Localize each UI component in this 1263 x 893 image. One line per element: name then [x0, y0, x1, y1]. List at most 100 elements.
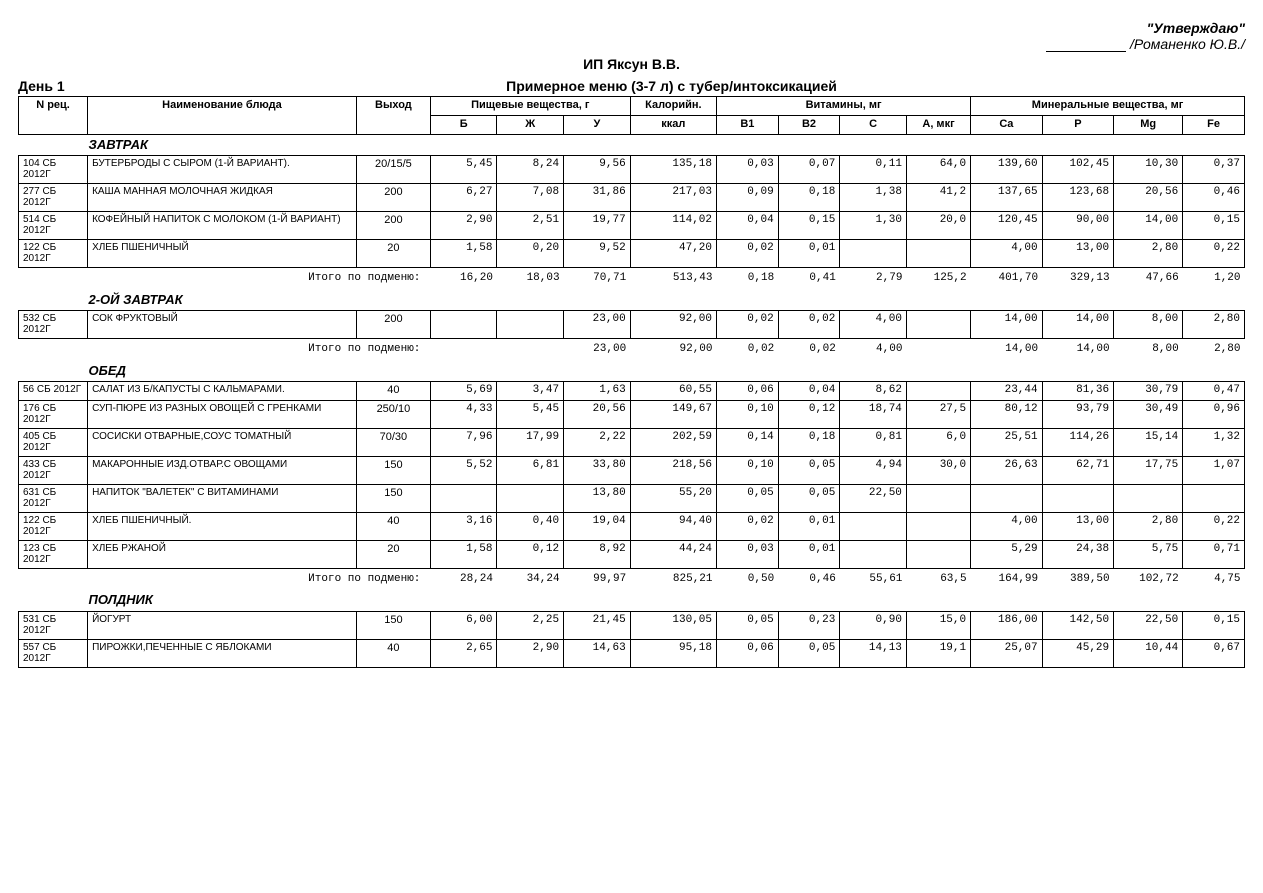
section-row: ОБЕД	[19, 361, 1245, 382]
th-c: С	[840, 115, 907, 134]
cell-b: 6,00	[430, 611, 497, 639]
subtotal-b1: 0,02	[717, 338, 779, 360]
cell-a	[906, 381, 970, 400]
cell-c: 14,13	[840, 639, 907, 667]
cell-a: 64,0	[906, 155, 970, 183]
cell-zh: 7,08	[497, 183, 564, 211]
subtotal-label: Итого по подменю:	[19, 338, 431, 360]
subtotal-ca: 164,99	[971, 568, 1043, 590]
cell-c	[840, 239, 907, 267]
menu-title: Примерное меню (3-7 л) с тубер/интоксика…	[98, 78, 1245, 94]
cell-b2: 0,18	[778, 428, 840, 456]
cell-b: 2,65	[430, 639, 497, 667]
cell-b: 5,69	[430, 381, 497, 400]
cell-ca: 120,45	[971, 211, 1043, 239]
subtotal-label: Итого по подменю:	[19, 568, 431, 590]
subtotal-label: Итого по подменю:	[19, 267, 431, 289]
cell-kcal: 114,02	[630, 211, 716, 239]
cell-b: 2,90	[430, 211, 497, 239]
table-row: 277 СБ 2012ГКАША МАННАЯ МОЛОЧНАЯ ЖИДКАЯ2…	[19, 183, 1245, 211]
cell-rec: 56 СБ 2012Г	[19, 381, 88, 400]
cell-b1: 0,02	[717, 239, 779, 267]
th-vitamins: Витамины, мг	[717, 97, 971, 116]
th-b2: В2	[778, 115, 840, 134]
cell-rec: 122 СБ 2012Г	[19, 512, 88, 540]
cell-a	[906, 239, 970, 267]
cell-ca: 137,65	[971, 183, 1043, 211]
cell-fe: 0,47	[1183, 381, 1245, 400]
cell-p: 93,79	[1042, 400, 1114, 428]
cell-b2: 0,02	[778, 310, 840, 338]
cell-c: 0,11	[840, 155, 907, 183]
cell-b: 6,27	[430, 183, 497, 211]
cell-a: 15,0	[906, 611, 970, 639]
cell-b1: 0,10	[717, 400, 779, 428]
cell-out: 40	[356, 381, 430, 400]
cell-mg: 17,75	[1114, 456, 1183, 484]
org-title: ИП Яксун В.В.	[18, 56, 1245, 72]
th-minerals: Минеральные вещества, мг	[971, 97, 1245, 116]
subtotal-fe: 1,20	[1183, 267, 1245, 289]
cell-dish: КОФЕЙНЫЙ НАПИТОК С МОЛОКОМ (1-Й ВАРИАНТ)	[88, 211, 357, 239]
cell-ca: 4,00	[971, 512, 1043, 540]
subtotal-row: Итого по подменю:16,2018,0370,71513,430,…	[19, 267, 1245, 289]
cell-out: 200	[356, 183, 430, 211]
approval-quote: "Утверждаю"	[1147, 20, 1245, 36]
cell-ca: 25,07	[971, 639, 1043, 667]
cell-b1: 0,05	[717, 611, 779, 639]
cell-b2: 0,05	[778, 484, 840, 512]
cell-c: 8,62	[840, 381, 907, 400]
subtotal-mg: 8,00	[1114, 338, 1183, 360]
cell-mg: 30,49	[1114, 400, 1183, 428]
cell-b: 4,33	[430, 400, 497, 428]
cell-c: 18,74	[840, 400, 907, 428]
cell-dish: НАПИТОК "ВАЛЕТЕК" С ВИТАМИНАМИ	[88, 484, 357, 512]
subtotal-row: Итого по подменю:28,2434,2499,97825,210,…	[19, 568, 1245, 590]
cell-b1: 0,05	[717, 484, 779, 512]
signature-line	[1046, 51, 1126, 52]
cell-fe: 0,96	[1183, 400, 1245, 428]
cell-zh: 5,45	[497, 400, 564, 428]
cell-u: 14,63	[564, 639, 631, 667]
subtotal-a: 63,5	[906, 568, 970, 590]
cell-ca: 25,51	[971, 428, 1043, 456]
cell-b2: 0,05	[778, 639, 840, 667]
cell-a: 41,2	[906, 183, 970, 211]
th-kcal-group: Калорийн.	[630, 97, 716, 116]
subtotal-zh: 34,24	[497, 568, 564, 590]
cell-dish: ХЛЕБ ПШЕНИЧНЫЙ	[88, 239, 357, 267]
subtotal-zh: 18,03	[497, 267, 564, 289]
cell-kcal: 149,67	[630, 400, 716, 428]
subtotal-a	[906, 338, 970, 360]
cell-zh	[497, 310, 564, 338]
cell-b1: 0,02	[717, 512, 779, 540]
cell-b1: 0,06	[717, 381, 779, 400]
cell-c: 1,30	[840, 211, 907, 239]
cell-rec: 514 СБ 2012Г	[19, 211, 88, 239]
cell-a: 27,5	[906, 400, 970, 428]
cell-rec: 631 СБ 2012Г	[19, 484, 88, 512]
cell-p: 45,29	[1042, 639, 1114, 667]
subtotal-b: 16,20	[430, 267, 497, 289]
subtotal-b1: 0,50	[717, 568, 779, 590]
cell-zh: 0,20	[497, 239, 564, 267]
cell-ca: 80,12	[971, 400, 1043, 428]
cell-mg: 10,44	[1114, 639, 1183, 667]
cell-kcal: 94,40	[630, 512, 716, 540]
cell-u: 19,04	[564, 512, 631, 540]
cell-a: 30,0	[906, 456, 970, 484]
cell-p: 24,38	[1042, 540, 1114, 568]
cell-u: 1,63	[564, 381, 631, 400]
cell-b1: 0,09	[717, 183, 779, 211]
section-row: ЗАВТРАК	[19, 134, 1245, 155]
table-row: 631 СБ 2012ГНАПИТОК "ВАЛЕТЕК" С ВИТАМИНА…	[19, 484, 1245, 512]
th-nutrients: Пищевые вещества, г	[430, 97, 630, 116]
cell-u: 23,00	[564, 310, 631, 338]
cell-fe: 1,07	[1183, 456, 1245, 484]
cell-mg: 30,79	[1114, 381, 1183, 400]
section-name: ПОЛДНИК	[19, 590, 1245, 611]
cell-zh: 2,90	[497, 639, 564, 667]
cell-dish: СОСИСКИ ОТВАРНЫЕ,СОУС ТОМАТНЫЙ	[88, 428, 357, 456]
table-row: 405 СБ 2012ГСОСИСКИ ОТВАРНЫЕ,СОУС ТОМАТН…	[19, 428, 1245, 456]
cell-rec: 531 СБ 2012Г	[19, 611, 88, 639]
